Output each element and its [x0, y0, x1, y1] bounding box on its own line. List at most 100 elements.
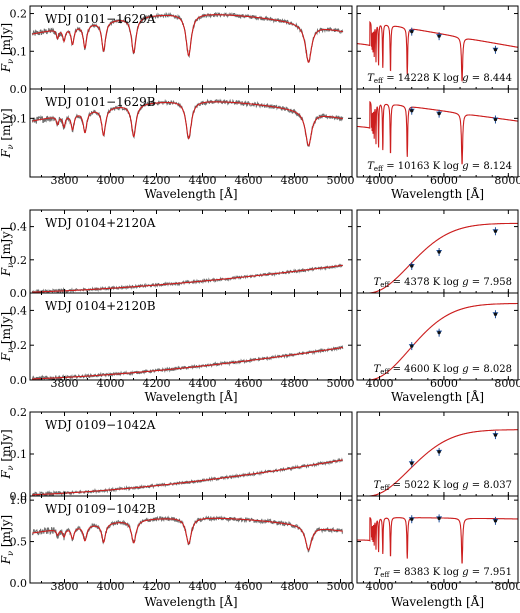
panel-3: 0.0 0.2 0.4 WDJ 0104+2120A Fν [mJy] Teff = 43… [0, 209, 519, 300]
x-tick-label: 4600 [235, 174, 263, 187]
y-tick-label: 0.5 [10, 536, 28, 549]
panel-6: 0.0 0.5 1.0 WDJ 0109−1042B Fν [mJy] Teff = 83… [0, 494, 519, 590]
y-tick-label: 0.2 [10, 8, 28, 21]
sed-plot: Teff = 10163 K log g = 8.124 [356, 88, 519, 178]
x-tick-label: 4400 [189, 174, 217, 187]
synthetic-photometry-point [493, 229, 498, 233]
sed-model-line [357, 101, 518, 165]
fit-parameters-label: Teff = 4378 K log g = 7.958 [374, 277, 512, 289]
model-spectrum-line [32, 459, 343, 496]
x-axis-group-1: 3800 4000 4200 4400 4600 4800 5000 4000 6000 8000… [51, 174, 520, 201]
y-tick-label: 0.4 [10, 221, 28, 234]
panel-4: 0.0 0.2 0.4 WDJ 0104+2120B Fν [mJy] Teff = 46… [0, 292, 519, 387]
star-name-label: WDJ 0104+2120B [45, 299, 156, 313]
model-spectrum-line [32, 14, 343, 63]
x-tick-label: 4000 [366, 377, 394, 390]
y-tick-label: 0.1 [10, 448, 28, 461]
y-tick-label: 0.2 [10, 254, 28, 267]
x-tick-label: 3800 [51, 580, 79, 593]
x-tick-label: 4200 [143, 580, 171, 593]
synthetic-photometry-point [410, 264, 414, 268]
sed-model-line [357, 517, 518, 564]
x-tick-label: 4000 [366, 580, 394, 593]
observed-spectrum-line [31, 515, 344, 553]
x-tick-label: 3800 [51, 174, 79, 187]
y-tick-label: 0.0 [10, 577, 28, 590]
y-axis-label: Fν [mJy] [0, 312, 15, 362]
sed-model-line [357, 302, 518, 380]
x-tick-label: 8000 [494, 580, 520, 593]
x-tick-label: 5000 [327, 377, 355, 390]
y-axis-label: Fν [mJy] [0, 23, 15, 73]
star-name-label: WDJ 0101−1629B [45, 95, 156, 109]
synthetic-photometry-point [410, 461, 414, 465]
sed-axes-frame [356, 88, 519, 178]
spectrum-plot: 0.0 0.1 0.2 WDJ 0109−1042A Fν [mJy] [0, 406, 353, 503]
model-spectrum-line [32, 264, 343, 293]
x-tick-label: 4800 [281, 174, 309, 187]
spectrum-axes-frame [29, 88, 353, 178]
y-tick-label: 0.0 [10, 490, 28, 503]
panel-1: 0.0 0.1 0.2 WDJ 0101−1629A Fν [mJy] Teff = 14… [0, 5, 519, 96]
x-tick-label: 4400 [189, 580, 217, 593]
x-tick-label: 3800 [51, 377, 79, 390]
observed-spectrum-line [31, 457, 343, 496]
y-axis-label: Fν [mJy] [0, 108, 15, 158]
fit-parameters-label: Teff = 5022 K log g = 8.037 [374, 480, 512, 492]
spectrum-axes-frame [29, 495, 353, 584]
spectrum-axes-frame [29, 292, 353, 381]
x-tick-label: 4400 [189, 377, 217, 390]
y-axis-label: Fν [mJy] [0, 227, 15, 277]
star-name-label: WDJ 0109−1042A [45, 418, 156, 432]
sed-axes-frame [356, 495, 519, 584]
x-tick-label: 4000 [366, 174, 394, 187]
x-axis-label: Wavelength [Å] [144, 186, 237, 201]
y-tick-label: 1.0 [10, 494, 28, 507]
x-axis-label: Wavelength [Å] [144, 594, 237, 609]
sed-plot: Teff = 4600 K log g = 8.028 [356, 292, 519, 381]
synthetic-photometry-point [493, 117, 498, 122]
x-tick-label: 4000 [97, 377, 125, 390]
sed-plot: Teff = 14228 K log g = 8.444 [356, 5, 519, 90]
synthetic-photometry-point [437, 112, 441, 116]
star-name-label: WDJ 0109−1042B [45, 502, 156, 516]
x-tick-label: 5000 [327, 174, 355, 187]
x-tick-label: 4800 [281, 377, 309, 390]
sed-axes-frame [356, 292, 519, 381]
y-tick-label: 0.0 [10, 287, 28, 300]
x-tick-label: 4200 [143, 377, 171, 390]
x-axis-label: Wavelength [Å] [391, 594, 484, 609]
sed-model-line [357, 429, 518, 496]
observed-spectrum-line [31, 345, 344, 380]
y-tick-label: 0.1 [10, 112, 28, 125]
sed-model-line [357, 222, 518, 293]
x-axis-group-2: 3800 4000 4200 4400 4600 4800 5000 4000 6000 8000… [51, 377, 520, 404]
star-name-label: WDJ 0101−1629A [45, 12, 156, 26]
synthetic-photometry-point [410, 344, 414, 348]
fit-parameters-label: Teff = 8383 K log g = 7.951 [374, 567, 512, 579]
synthetic-photometry-point [410, 109, 414, 113]
panel-5: 0.0 0.1 0.2 WDJ 0109−1042A Fν [mJy] Teff = 50… [0, 406, 519, 503]
x-tick-label: 4000 [97, 580, 125, 593]
synthetic-photometry-point [493, 433, 498, 437]
spectrum-plot: 0.0 0.2 0.4 WDJ 0104+2120B Fν [mJy] [0, 292, 353, 387]
x-axis-group-3: 3800 4000 4200 4400 4600 4800 5000 4000 6000 8000… [51, 580, 520, 609]
y-tick-label: 0.0 [10, 83, 28, 96]
y-tick-label: 0.1 [10, 45, 28, 58]
synthetic-photometry-point [437, 450, 441, 454]
spectrum-plot: 0.0 0.1 0.2 WDJ 0101−1629A Fν [mJy] [0, 5, 353, 96]
sed-plot: Teff = 5022 K log g = 8.037 [356, 411, 519, 497]
synthetic-photometry-point [437, 516, 441, 520]
y-axis-label: Fν [mJy] [0, 429, 15, 479]
fit-parameters-label: Teff = 4600 K log g = 8.028 [374, 364, 512, 376]
synthetic-photometry-point [410, 517, 414, 521]
synthetic-photometry-point [493, 48, 498, 52]
model-spectrum-line [32, 346, 343, 380]
x-axis-label: Wavelength [Å] [391, 389, 484, 404]
spectrum-plot: 0.0 0.2 0.4 WDJ 0104+2120A Fν [mJy] [0, 209, 353, 300]
synthetic-photometry-point [410, 30, 414, 34]
synthetic-photometry-point [493, 312, 498, 316]
x-tick-label: 6000 [430, 580, 458, 593]
synthetic-photometry-point [437, 331, 441, 335]
